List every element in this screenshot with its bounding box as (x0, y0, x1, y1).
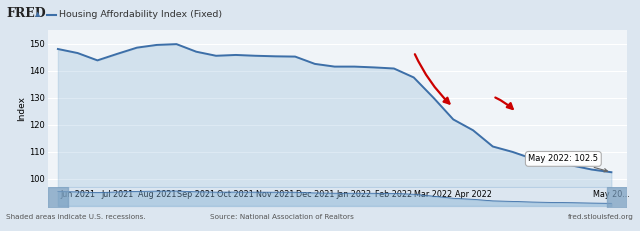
Text: fred.stlouisfed.org: fred.stlouisfed.org (568, 214, 634, 220)
Text: Shaded areas indicate U.S. recessions.: Shaded areas indicate U.S. recessions. (6, 214, 146, 220)
Text: Housing Affordability Index (Fixed): Housing Affordability Index (Fixed) (59, 10, 222, 19)
Text: ▲: ▲ (35, 11, 40, 17)
Text: Source: National Association of Realtors: Source: National Association of Realtors (210, 214, 353, 220)
Text: FRED: FRED (6, 7, 46, 20)
Bar (607, 187, 627, 208)
Text: May 2022: 102.5: May 2022: 102.5 (529, 154, 607, 172)
Bar (48, 187, 68, 208)
Y-axis label: Index: Index (17, 96, 27, 121)
